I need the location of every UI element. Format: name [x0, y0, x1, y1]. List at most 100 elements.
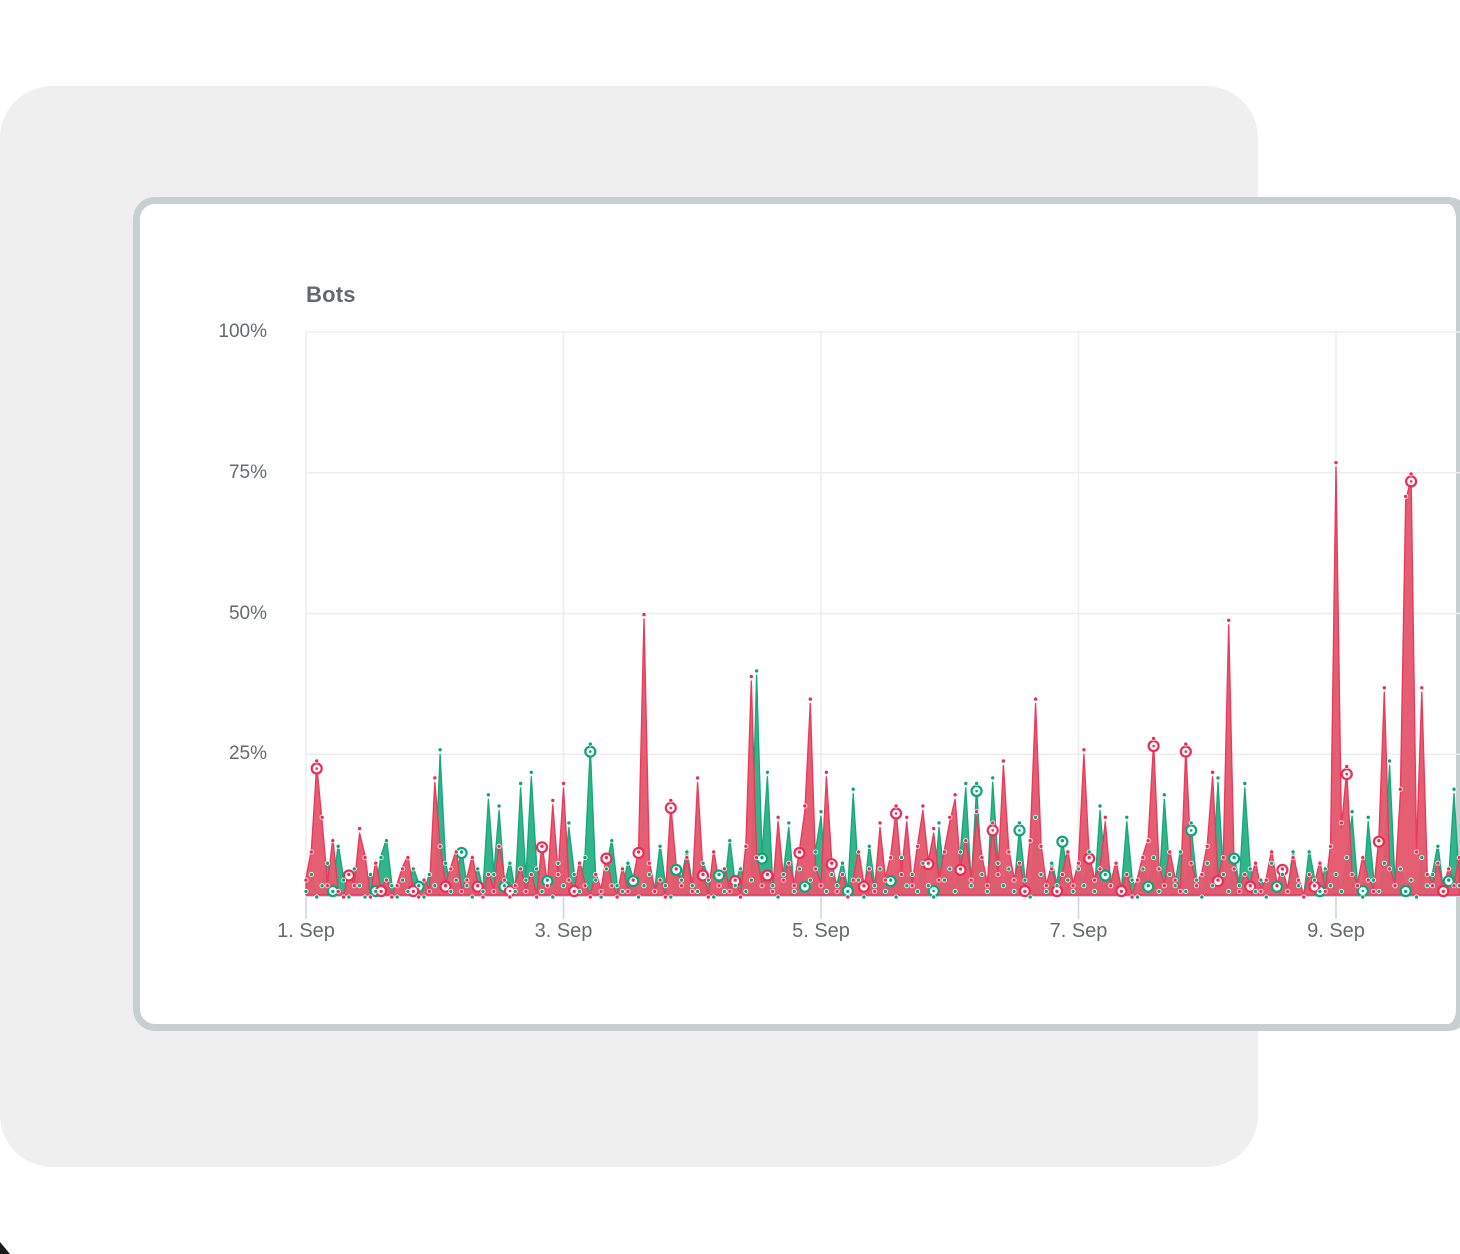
green-point-dot[interactable]: [1220, 872, 1226, 878]
green-point-dot[interactable]: [1360, 894, 1366, 900]
green-point-dot[interactable]: [480, 888, 486, 894]
red-point-dot[interactable]: [1033, 696, 1039, 702]
green-point-dot[interactable]: [1172, 883, 1178, 889]
red-point-dot[interactable]: [834, 888, 840, 894]
green-point-dot[interactable]: [1124, 814, 1130, 820]
red-point-dot[interactable]: [1419, 685, 1425, 691]
green-point-dot[interactable]: [1156, 888, 1162, 894]
green-point-dot[interactable]: [984, 888, 990, 894]
red-point-dot[interactable]: [668, 797, 674, 803]
red-point-dot[interactable]: [1011, 877, 1017, 883]
red-point-dot[interactable]: [351, 883, 357, 889]
green-point-dot[interactable]: [1140, 866, 1146, 872]
green-point-dot[interactable]: [598, 894, 604, 900]
red-point-dot[interactable]: [1027, 838, 1033, 844]
green-point-dot[interactable]: [1296, 883, 1302, 889]
red-point-dot[interactable]: [587, 894, 593, 900]
red-point-dot[interactable]: [512, 883, 518, 889]
green-point-dot[interactable]: [319, 883, 325, 889]
red-point-dot[interactable]: [1140, 855, 1146, 861]
green-point-dot[interactable]: [705, 877, 711, 883]
red-point-dot[interactable]: [1156, 866, 1162, 872]
green-point-dot[interactable]: [1247, 866, 1253, 872]
red-point-dot[interactable]: [1440, 888, 1446, 894]
green-point-dot[interactable]: [1403, 888, 1409, 894]
green-point-dot[interactable]: [925, 883, 931, 889]
red-point-dot[interactable]: [1124, 872, 1130, 878]
green-point-dot[interactable]: [469, 894, 475, 900]
green-point-dot[interactable]: [748, 877, 754, 883]
green-point-dot[interactable]: [442, 860, 448, 866]
red-point-dot[interactable]: [566, 877, 572, 883]
red-point-dot[interactable]: [952, 792, 958, 798]
red-point-dot[interactable]: [732, 877, 738, 883]
red-point-dot[interactable]: [1017, 860, 1023, 866]
red-point-dot[interactable]: [1167, 849, 1173, 855]
green-point-dot[interactable]: [1210, 883, 1216, 889]
red-point-dot[interactable]: [1306, 872, 1312, 878]
red-point-dot[interactable]: [636, 849, 642, 855]
red-point-dot[interactable]: [1387, 866, 1393, 872]
red-point-dot[interactable]: [1113, 860, 1119, 866]
green-point-dot[interactable]: [775, 894, 781, 900]
red-point-dot[interactable]: [1215, 877, 1221, 883]
green-point-dot[interactable]: [330, 888, 336, 894]
green-point-dot[interactable]: [1408, 877, 1414, 883]
green-point-dot[interactable]: [614, 883, 620, 889]
red-point-dot[interactable]: [362, 855, 368, 861]
green-point-dot[interactable]: [1145, 883, 1151, 889]
red-point-dot[interactable]: [1296, 877, 1302, 883]
red-point-dot[interactable]: [1279, 866, 1285, 872]
green-point-dot[interactable]: [893, 894, 899, 900]
red-point-dot[interactable]: [1092, 877, 1098, 883]
red-point-dot[interactable]: [909, 883, 915, 889]
red-point-dot[interactable]: [1231, 866, 1237, 872]
red-point-dot[interactable]: [1059, 872, 1065, 878]
red-point-dot[interactable]: [421, 877, 427, 883]
red-point-dot[interactable]: [1349, 872, 1355, 878]
red-point-dot[interactable]: [475, 883, 481, 889]
green-point-dot[interactable]: [1081, 883, 1087, 889]
green-point-dot[interactable]: [786, 820, 792, 826]
red-point-dot[interactable]: [979, 855, 985, 861]
green-point-dot[interactable]: [1376, 888, 1382, 894]
red-point-dot[interactable]: [442, 883, 448, 889]
red-point-dot[interactable]: [1451, 883, 1457, 889]
green-point-dot[interactable]: [1322, 866, 1328, 872]
red-point-dot[interactable]: [437, 843, 443, 849]
green-point-dot[interactable]: [1333, 872, 1339, 878]
red-point-dot[interactable]: [1177, 888, 1183, 894]
green-point-dot[interactable]: [700, 860, 706, 866]
green-point-dot[interactable]: [1183, 888, 1189, 894]
green-point-dot[interactable]: [877, 866, 883, 872]
green-point-dot[interactable]: [1344, 855, 1350, 861]
red-point-dot[interactable]: [1076, 860, 1082, 866]
red-point-dot[interactable]: [958, 866, 964, 872]
green-point-dot[interactable]: [807, 877, 813, 883]
red-point-dot[interactable]: [383, 877, 389, 883]
red-point-dot[interactable]: [1065, 849, 1071, 855]
green-point-dot[interactable]: [303, 888, 309, 894]
green-point-dot[interactable]: [571, 872, 577, 878]
green-point-dot[interactable]: [679, 877, 685, 883]
red-point-dot[interactable]: [990, 820, 996, 826]
red-point-dot[interactable]: [700, 872, 706, 878]
red-point-dot[interactable]: [603, 855, 609, 861]
green-point-dot[interactable]: [475, 866, 481, 872]
green-point-dot[interactable]: [555, 860, 561, 866]
green-point-dot[interactable]: [1054, 883, 1060, 889]
green-point-dot[interactable]: [1059, 838, 1065, 844]
red-point-dot[interactable]: [850, 877, 856, 883]
red-point-dot[interactable]: [807, 696, 813, 702]
green-point-dot[interactable]: [1049, 860, 1055, 866]
red-point-dot[interactable]: [845, 894, 851, 900]
red-point-dot[interactable]: [1242, 872, 1248, 878]
green-point-dot[interactable]: [1092, 888, 1098, 894]
green-point-dot[interactable]: [899, 855, 905, 861]
green-point-dot[interactable]: [764, 769, 770, 775]
red-point-dot[interactable]: [1236, 888, 1242, 894]
green-point-dot[interactable]: [920, 860, 926, 866]
green-point-dot[interactable]: [1451, 786, 1457, 792]
red-point-dot[interactable]: [1145, 838, 1151, 844]
green-point-dot[interactable]: [872, 883, 878, 889]
